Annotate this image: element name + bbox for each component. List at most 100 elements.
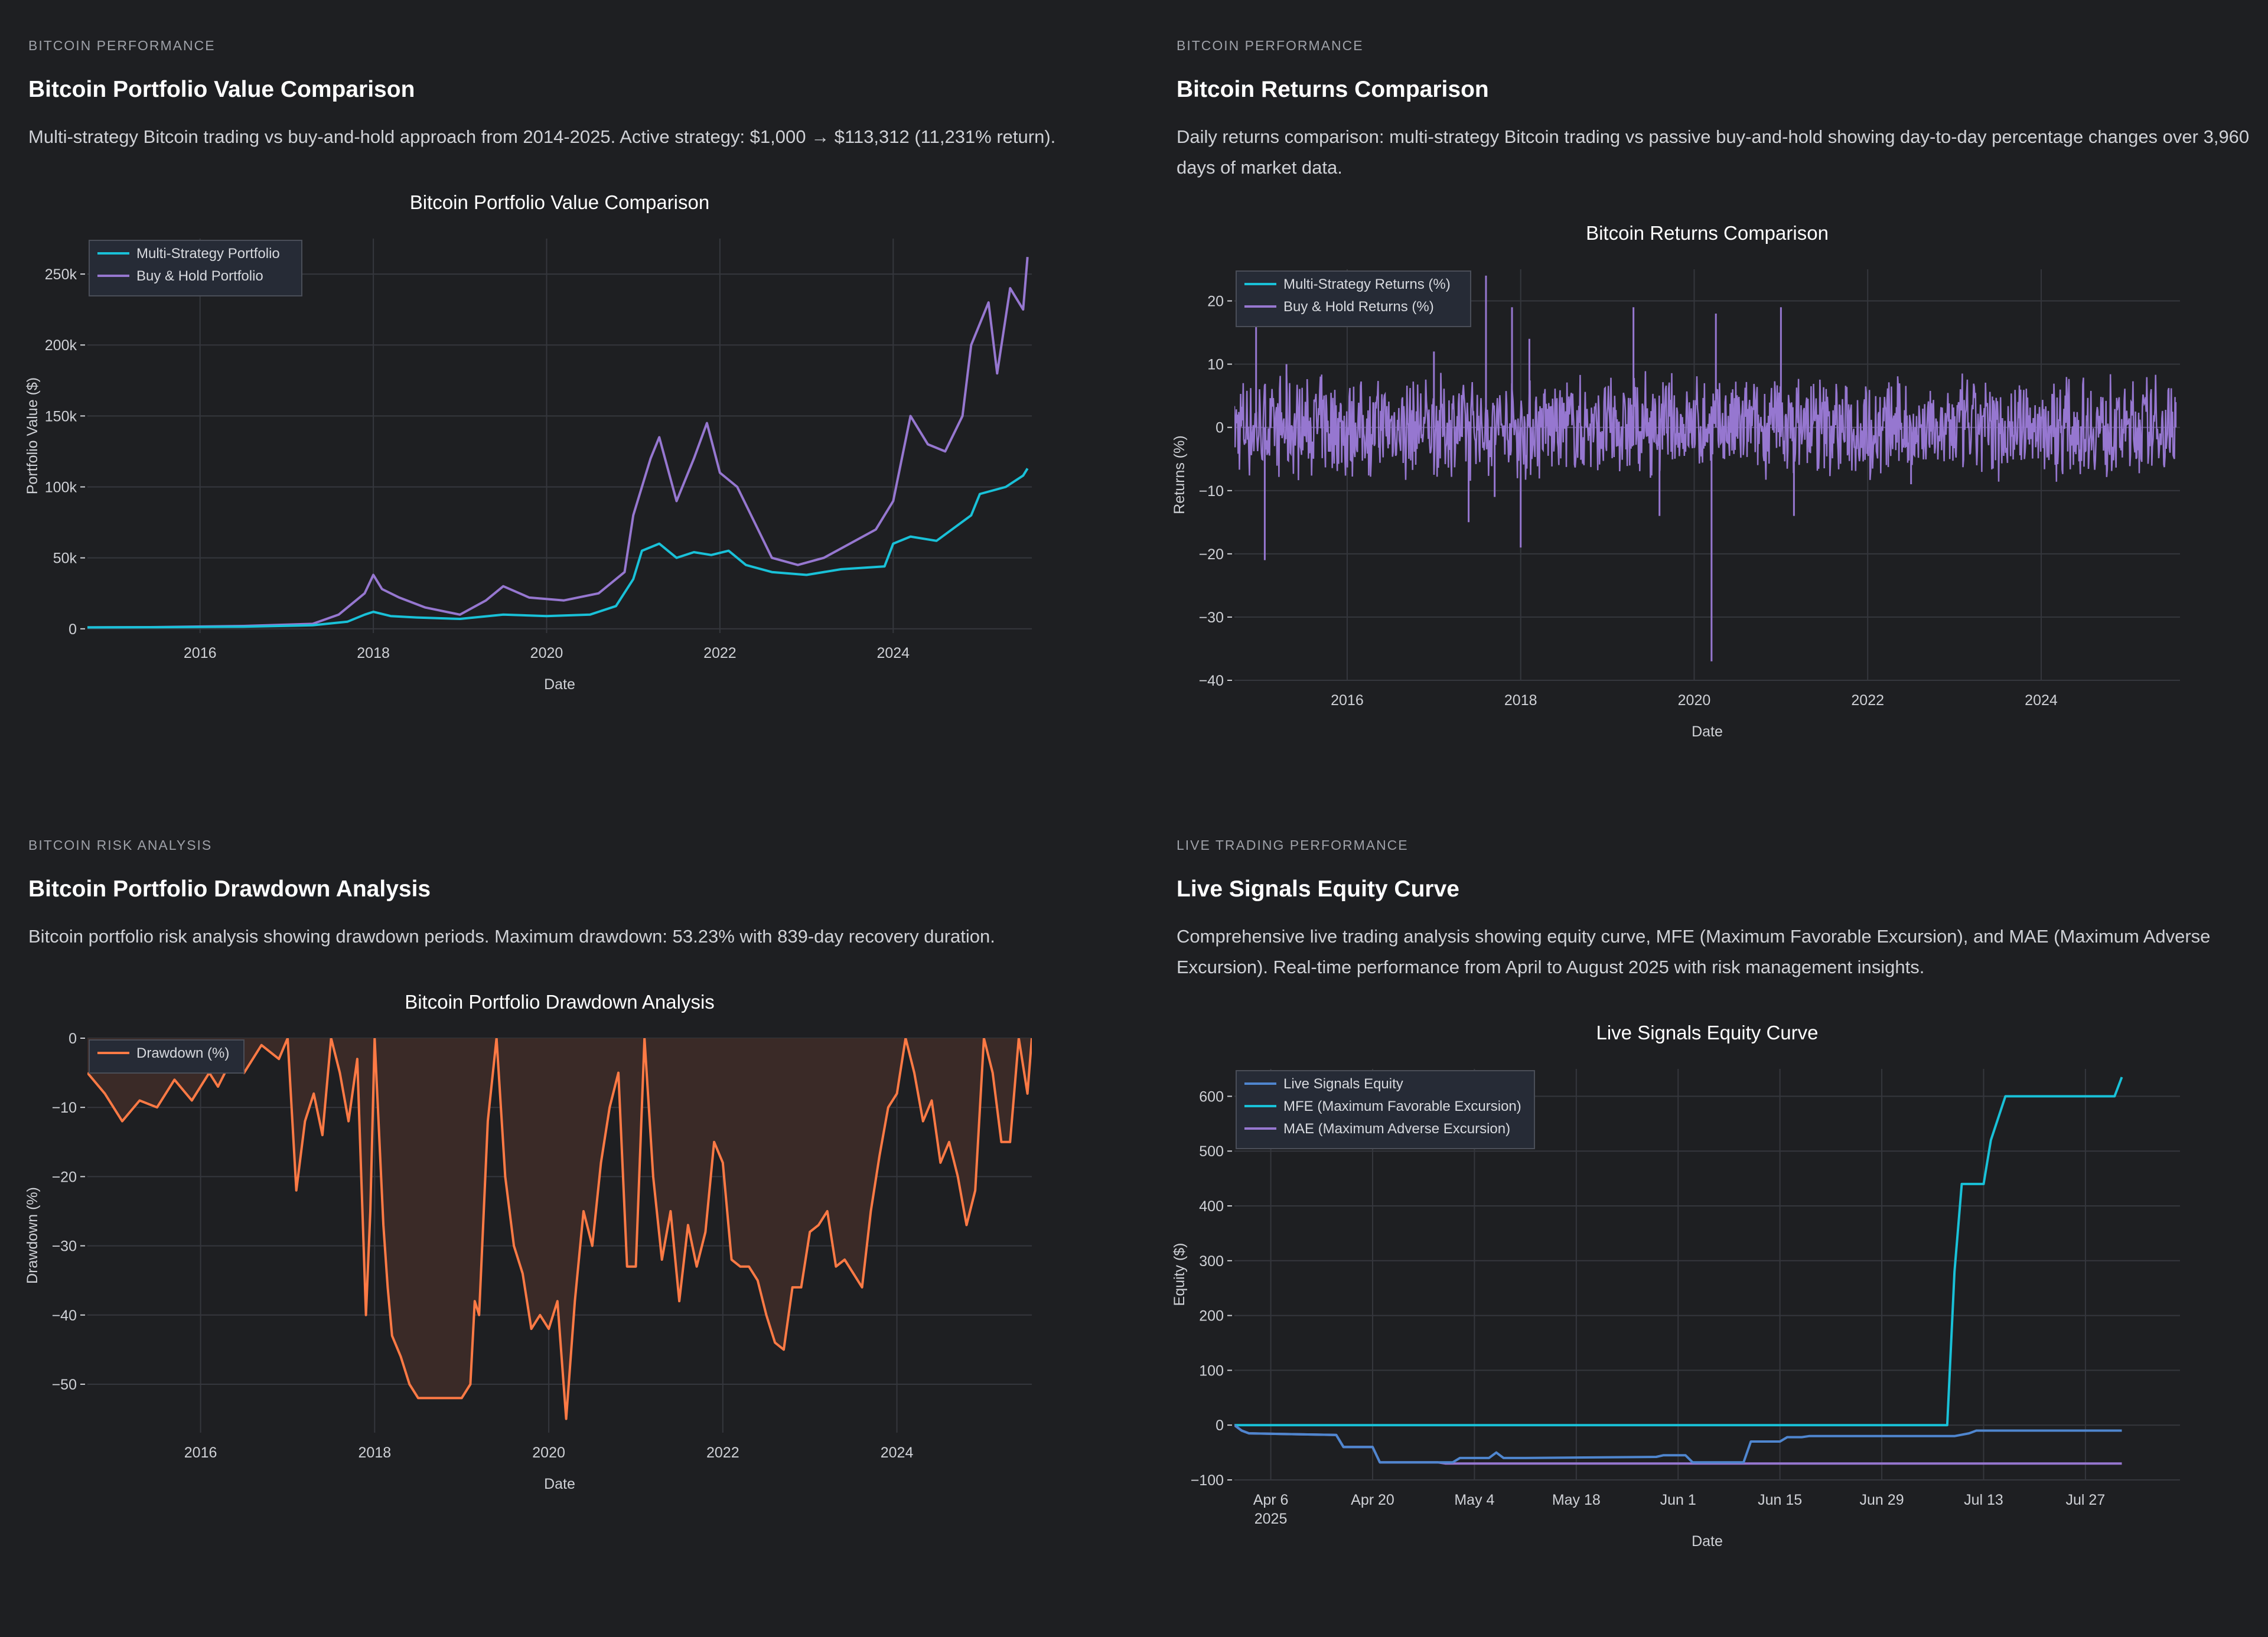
series-line-0 xyxy=(87,468,1029,629)
y-tick-label: −20 xyxy=(52,1169,77,1185)
x-tick-label: May 4 xyxy=(1454,1492,1494,1508)
y-tick-label: −10 xyxy=(52,1100,77,1116)
x-tick-label: Jun 29 xyxy=(1860,1492,1904,1508)
panel-description: Daily returns comparison: multi-strategy… xyxy=(1177,126,2250,178)
panel-returns: BITCOIN PERFORMANCE Bitcoin Returns Comp… xyxy=(1148,0,2253,768)
legend-label: MFE (Maximum Favorable Excursion) xyxy=(1283,1098,1521,1114)
panel-title: Bitcoin Portfolio Value Comparison xyxy=(28,77,415,102)
series-line-0 xyxy=(1234,1424,2122,1464)
x-tick-label: Apr 6 xyxy=(1253,1492,1289,1508)
x-tick-label: Apr 20 xyxy=(1351,1492,1394,1508)
y-tick-label: 100 xyxy=(1199,1362,1224,1379)
y-tick-label: 20 xyxy=(1207,294,1224,310)
x-tick-label: 2020 xyxy=(532,1444,565,1461)
x-tick-label: 2025 xyxy=(1254,1511,1288,1527)
chart-legend: Live Signals Equity MFE (Maximum Favorabl… xyxy=(1236,1070,1535,1149)
y-tick-label: 300 xyxy=(1199,1253,1224,1270)
x-tick-label: 2022 xyxy=(703,645,737,661)
x-tick-label: Jul 13 xyxy=(1964,1492,2003,1508)
series-line-1 xyxy=(87,257,1029,629)
y-tick-label: 200k xyxy=(45,337,77,354)
y-axis-label: Equity ($) xyxy=(1171,1243,1188,1306)
panel-eyebrow: BITCOIN PERFORMANCE xyxy=(1177,38,1364,53)
y-tick-label: 600 xyxy=(1199,1088,1224,1105)
y-tick-label: 500 xyxy=(1199,1143,1224,1160)
x-tick-label: 2020 xyxy=(1678,692,1711,709)
panel-live-signals: LIVE TRADING PERFORMANCE Live Signals Eq… xyxy=(1148,800,2253,1567)
chart-title: Bitcoin Returns Comparison xyxy=(1586,222,1829,244)
y-tick-label: 0 xyxy=(69,621,77,638)
x-tick-label: 2024 xyxy=(2025,692,2058,709)
x-tick-label: 2022 xyxy=(706,1444,739,1461)
y-tick-label: 0 xyxy=(69,1031,77,1047)
drawdown-area xyxy=(87,1038,1032,1419)
plot-area xyxy=(87,257,1029,629)
x-tick-label: Jul 27 xyxy=(2066,1492,2106,1508)
x-axis-label: Date xyxy=(544,676,575,693)
y-tick-label: 50k xyxy=(53,550,77,567)
panel-description: Multi-strategy Bitcoin trading vs buy-an… xyxy=(28,126,1056,147)
y-tick-label: −100 xyxy=(1191,1472,1224,1489)
legend-label: Drawdown (%) xyxy=(136,1045,229,1061)
legend-box xyxy=(1236,1070,1535,1149)
y-tick-label: −50 xyxy=(52,1377,77,1393)
panel-eyebrow: LIVE TRADING PERFORMANCE xyxy=(1177,837,1409,853)
chart-legend: Multi-Strategy Returns (%) Buy & Hold Ret… xyxy=(1236,270,1471,327)
y-tick-label: 250k xyxy=(45,266,77,283)
chart-title: Live Signals Equity Curve xyxy=(1596,1022,1818,1043)
chart-title: Bitcoin Portfolio Drawdown Analysis xyxy=(405,991,715,1013)
series-line-returns-noise xyxy=(1234,371,2176,482)
x-tick-label: 2018 xyxy=(1504,692,1537,709)
legend-label: Live Signals Equity xyxy=(1283,1076,1403,1092)
chart-title: Bitcoin Portfolio Value Comparison xyxy=(410,191,709,213)
y-tick-label: 0 xyxy=(1216,1417,1224,1434)
legend-label: Multi-Strategy Portfolio xyxy=(136,246,280,262)
chart-legend: Drawdown (%) xyxy=(89,1039,245,1074)
y-tick-label: −20 xyxy=(1199,546,1224,563)
y-tick-label: −30 xyxy=(1199,609,1224,626)
legend-box xyxy=(89,1039,245,1074)
x-tick-label: 2018 xyxy=(359,1444,392,1461)
legend-label: Buy & Hold Portfolio xyxy=(136,268,263,284)
x-tick-label: May 18 xyxy=(1552,1492,1601,1508)
plot-area xyxy=(1234,1077,2123,1465)
panel-description: Bitcoin portfolio risk analysis showing … xyxy=(28,926,995,947)
panel-title: Bitcoin Returns Comparison xyxy=(1177,77,1489,102)
y-axis-label: Returns (%) xyxy=(1171,435,1188,514)
drawdown-chart[interactable]: Bitcoin Portfolio Drawdown Analysis 2016 2… xyxy=(0,800,1104,1567)
y-tick-label: 150k xyxy=(45,408,77,425)
plot-area xyxy=(87,1038,1032,1420)
x-tick-label: 2022 xyxy=(1851,692,1884,709)
live-signals-chart[interactable]: Live Signals Equity Curve Apr 6 2025 Apr 20… xyxy=(1148,800,2253,1567)
y-tick-label: −30 xyxy=(52,1238,77,1255)
y-axis-label: Portfolio Value ($) xyxy=(24,377,41,494)
chart-legend: Multi-Strategy Portfolio Buy & Hold Portf… xyxy=(89,240,302,296)
x-tick-label: Jun 15 xyxy=(1758,1492,1802,1508)
y-tick-label: −10 xyxy=(1199,483,1224,500)
x-tick-label: 2016 xyxy=(184,1444,217,1461)
plot-area xyxy=(1234,275,2177,661)
y-tick-label: −40 xyxy=(1199,673,1224,689)
panel-eyebrow: BITCOIN RISK ANALYSIS xyxy=(28,837,213,853)
x-axis-label: Date xyxy=(1692,723,1723,740)
panel-title: Live Signals Equity Curve xyxy=(1177,876,1459,902)
y-tick-label: 400 xyxy=(1199,1198,1224,1215)
y-tick-label: 100k xyxy=(45,480,77,496)
panel-description: Comprehensive live trading analysis show… xyxy=(1177,926,2211,977)
y-tick-label: 10 xyxy=(1207,357,1224,373)
series-line-drawdown xyxy=(87,1038,1032,1420)
panel-title: Bitcoin Portfolio Drawdown Analysis xyxy=(28,876,431,902)
legend-label: MAE (Maximum Adverse Excursion) xyxy=(1283,1121,1510,1137)
y-tick-label: 200 xyxy=(1199,1308,1224,1325)
y-axis-label: Drawdown (%) xyxy=(24,1187,41,1284)
x-tick-label: 2024 xyxy=(881,1444,914,1461)
portfolio-value-chart[interactable]: Bitcoin Portfolio Value Comparison 2016 20… xyxy=(0,0,1104,768)
series-line-1 xyxy=(1234,1077,2123,1427)
x-tick-label: 2020 xyxy=(530,645,563,661)
panel-drawdown: BITCOIN RISK ANALYSIS Bitcoin Portfolio … xyxy=(0,800,1104,1567)
y-tick-label: −40 xyxy=(52,1307,77,1324)
legend-label: Multi-Strategy Returns (%) xyxy=(1283,276,1451,292)
x-tick-label: 2016 xyxy=(1331,692,1364,709)
x-axis-label: Date xyxy=(1692,1533,1723,1550)
